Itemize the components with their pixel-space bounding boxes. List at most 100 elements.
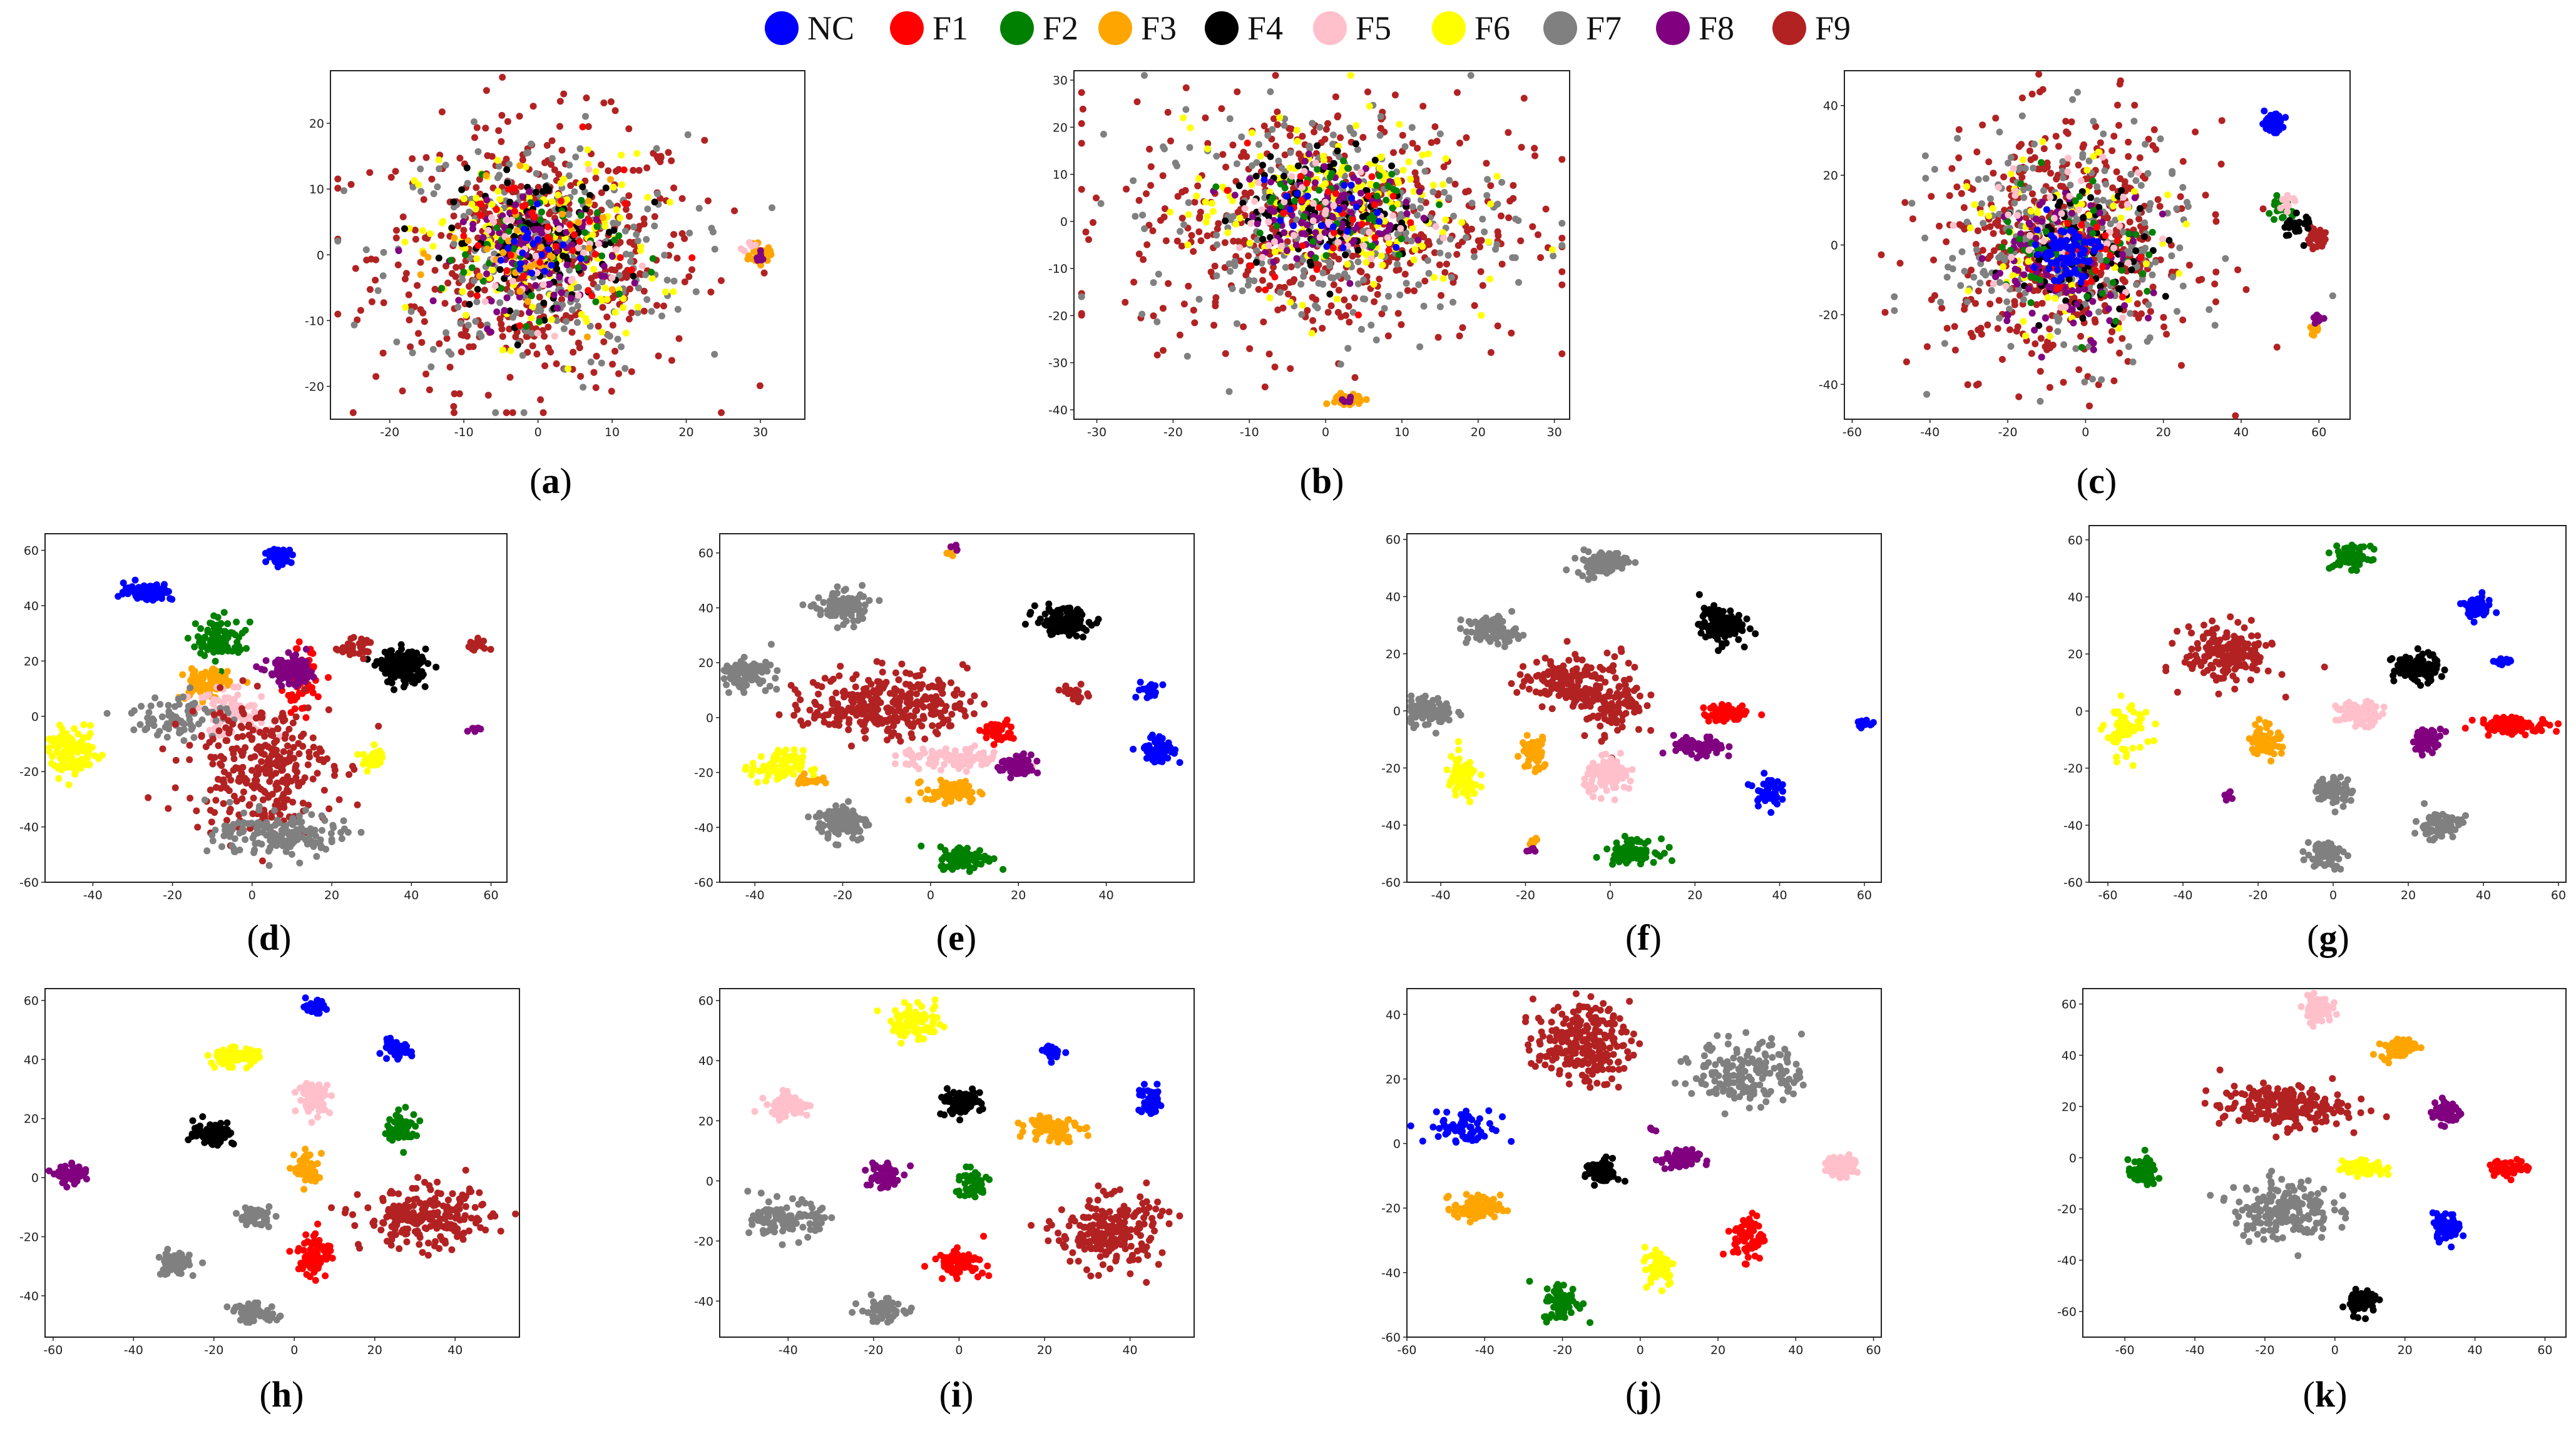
point-f7 xyxy=(1306,145,1314,153)
point-f4 xyxy=(432,663,440,671)
point-f7 xyxy=(1447,235,1454,243)
point-f7 xyxy=(1462,234,1469,242)
point-f9 xyxy=(1284,290,1292,298)
point-f8 xyxy=(1335,197,1342,205)
point-f7 xyxy=(1372,336,1380,344)
point-f9 xyxy=(553,360,560,367)
point-f9 xyxy=(2057,183,2064,190)
point-f4 xyxy=(2285,232,2292,239)
point-f9 xyxy=(1135,196,1143,204)
point-f7 xyxy=(450,203,457,211)
point-f6 xyxy=(1266,294,1274,302)
point-f2 xyxy=(648,268,655,276)
point-f6 xyxy=(590,265,597,273)
point-f8 xyxy=(1307,250,1314,258)
point-f7 xyxy=(560,325,568,332)
point-f6 xyxy=(2117,214,2125,221)
point-f4 xyxy=(392,671,400,678)
point-f6 xyxy=(1963,183,1970,190)
point-f9 xyxy=(1143,190,1150,198)
point-f7 xyxy=(2085,157,2093,165)
point-f4 xyxy=(1235,182,1243,190)
point-f9 xyxy=(2018,141,2025,148)
point-f7 xyxy=(2096,252,2103,259)
point-f8 xyxy=(530,226,538,233)
point-nc xyxy=(1290,222,1297,230)
point-f7 xyxy=(1483,191,1491,199)
point-f5 xyxy=(2134,169,2142,176)
point-f7 xyxy=(2120,228,2127,236)
point-f7 xyxy=(1255,141,1262,148)
point-f7 xyxy=(1937,298,1945,306)
point-f4 xyxy=(504,179,511,186)
point-f6 xyxy=(585,160,591,168)
point-f9 xyxy=(607,98,615,106)
point-f7 xyxy=(2069,96,2077,103)
point-f7 xyxy=(2179,282,2187,290)
point-f4 xyxy=(395,665,402,673)
point-f6 xyxy=(620,304,626,312)
point-f6 xyxy=(1362,258,1370,266)
point-f9 xyxy=(635,166,643,174)
point-f6 xyxy=(622,329,630,337)
point-f9 xyxy=(1498,260,1506,268)
point-f8 xyxy=(469,220,477,228)
point-f7 xyxy=(651,222,658,230)
point-f1 xyxy=(591,250,599,258)
point-f9 xyxy=(670,184,678,191)
point-f7 xyxy=(1361,295,1369,303)
x-tick-label: 40 xyxy=(2234,425,2249,439)
point-f9 xyxy=(2052,133,2060,140)
point-nc xyxy=(2050,235,2057,242)
point-f7 xyxy=(1359,228,1367,235)
point-f7 xyxy=(1177,228,1183,235)
point-f9 xyxy=(1558,268,1566,275)
point-f7 xyxy=(548,155,556,162)
y-tick-label: -20 xyxy=(1819,308,1838,322)
point-f8 xyxy=(2032,235,2040,242)
point-f4 xyxy=(582,205,590,213)
point-f3 xyxy=(524,298,531,305)
point-f2 xyxy=(2271,198,2279,205)
point-f5 xyxy=(1265,242,1272,249)
point-f9 xyxy=(2000,173,2008,181)
point-f4 xyxy=(1294,162,1302,170)
point-f9 xyxy=(1984,321,1991,328)
point-f2 xyxy=(2139,270,2146,277)
y-tick-label: 0 xyxy=(1831,239,1838,253)
point-f9 xyxy=(558,296,565,303)
point-f7 xyxy=(2152,258,2159,266)
point-f6 xyxy=(1266,188,1274,196)
point-f9 xyxy=(471,134,478,141)
point-f9 xyxy=(2040,145,2048,153)
point-f7 xyxy=(2147,200,2154,207)
x-tick-label: 20 xyxy=(678,425,693,439)
legend-item-f9: F9 xyxy=(1772,6,1851,50)
point-f7 xyxy=(643,296,651,303)
point-f2 xyxy=(219,645,227,653)
point-f9 xyxy=(1235,238,1242,245)
point-f9 xyxy=(1471,302,1478,309)
point-nc xyxy=(2063,237,2070,244)
point-f3 xyxy=(750,248,758,255)
point-f2 xyxy=(218,635,226,643)
point-f7 xyxy=(582,113,589,120)
y-tick-label: 10 xyxy=(1053,168,1068,182)
point-f2 xyxy=(191,643,198,651)
point-f9 xyxy=(2322,229,2329,237)
point-f9 xyxy=(1272,142,1280,150)
point-nc xyxy=(2045,265,2053,273)
point-f7 xyxy=(2030,140,2038,148)
point-f7 xyxy=(1180,221,1188,228)
point-f7 xyxy=(1319,269,1327,277)
point-f9 xyxy=(2117,77,2124,84)
x-tick-label: -20 xyxy=(1998,425,2018,439)
point-f7 xyxy=(2103,277,2110,284)
point-f9 xyxy=(1160,213,1168,221)
point-f9 xyxy=(1409,140,1416,147)
point-f9 xyxy=(1260,318,1267,325)
point-f6 xyxy=(1209,208,1217,215)
point-f7 xyxy=(2089,375,2096,383)
point-f3 xyxy=(464,237,472,245)
point-f6 xyxy=(1989,205,1996,212)
